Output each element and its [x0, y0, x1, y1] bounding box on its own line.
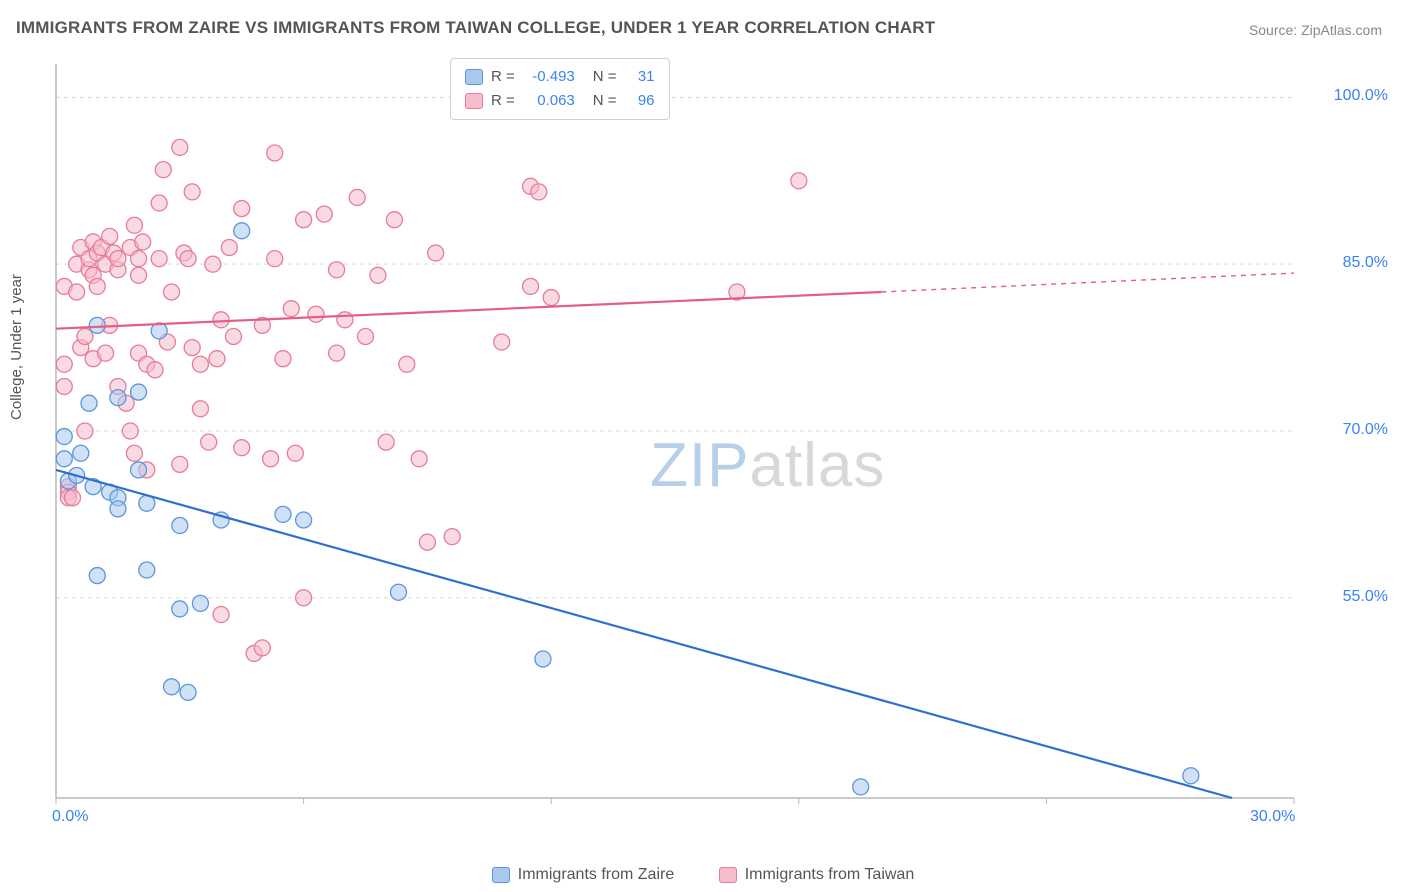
legend-row-taiwan: R = 0.063 N = 96	[465, 89, 655, 113]
y-tick-label: 100.0%	[1334, 87, 1388, 105]
legend-swatch-taiwan	[465, 93, 483, 109]
x-tick-label: 30.0%	[1250, 808, 1295, 826]
legend-r-value-zaire: -0.493	[523, 65, 575, 89]
legend-swatch-taiwan-icon	[719, 867, 737, 883]
legend-r-label: R =	[491, 65, 515, 89]
y-tick-label: 85.0%	[1343, 254, 1388, 272]
x-tick-label: 0.0%	[52, 808, 88, 826]
legend-r-value-taiwan: 0.063	[523, 89, 575, 113]
y-axis-label: College, Under 1 year	[8, 274, 25, 420]
chart-area	[50, 58, 1300, 828]
source-attribution: Source: ZipAtlas.com	[1249, 22, 1382, 38]
y-tick-label: 55.0%	[1343, 588, 1388, 606]
legend-swatch-zaire-icon	[492, 867, 510, 883]
legend-item-zaire: Immigrants from Zaire	[492, 866, 674, 884]
scatter-chart	[50, 58, 1300, 828]
legend-item-taiwan: Immigrants from Taiwan	[719, 866, 915, 884]
legend-n-value-zaire: 31	[625, 65, 655, 89]
series-legend: Immigrants from Zaire Immigrants from Ta…	[0, 866, 1406, 888]
legend-r-label: R =	[491, 89, 515, 113]
chart-title: IMMIGRANTS FROM ZAIRE VS IMMIGRANTS FROM…	[16, 18, 935, 38]
y-tick-label: 70.0%	[1343, 421, 1388, 439]
legend-row-zaire: R = -0.493 N = 31	[465, 65, 655, 89]
legend-n-label: N =	[593, 65, 617, 89]
legend-label-taiwan: Immigrants from Taiwan	[745, 866, 915, 884]
legend-label-zaire: Immigrants from Zaire	[518, 866, 674, 884]
legend-n-value-taiwan: 96	[625, 89, 655, 113]
legend-n-label: N =	[593, 89, 617, 113]
correlation-legend: R = -0.493 N = 31 R = 0.063 N = 96	[450, 58, 670, 120]
legend-swatch-zaire	[465, 69, 483, 85]
